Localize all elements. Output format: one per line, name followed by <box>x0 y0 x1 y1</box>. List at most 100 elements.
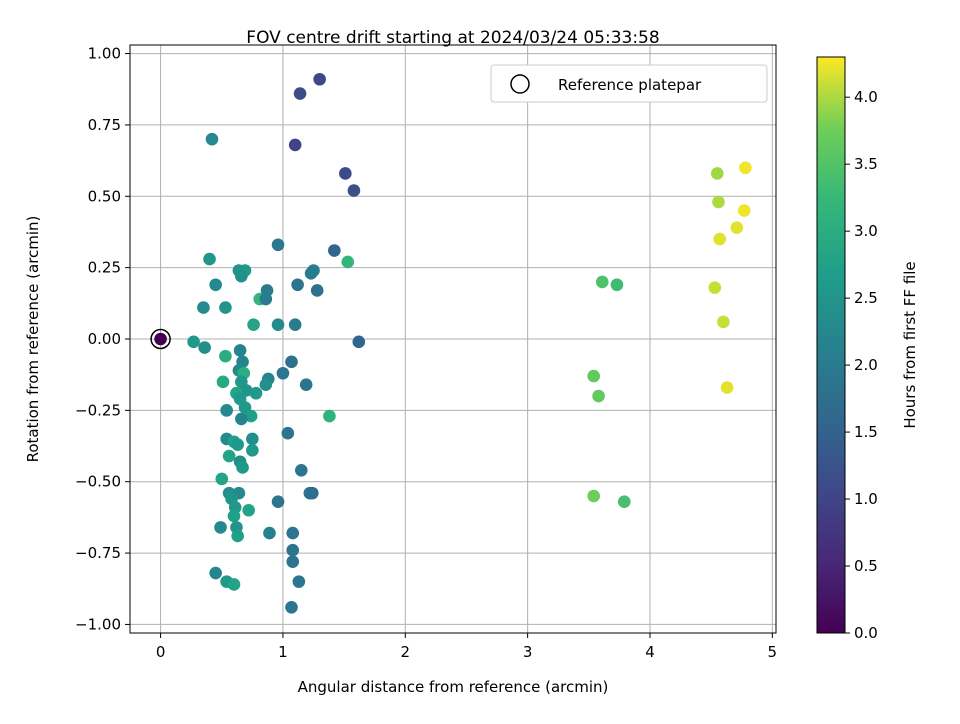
scatter-point <box>231 529 244 543</box>
scatter-point <box>341 255 355 269</box>
scatter-point <box>710 167 724 180</box>
scatter-point <box>617 495 631 508</box>
scatter-point <box>587 369 601 383</box>
colorbar-tick-label: 0.5 <box>854 557 878 575</box>
scatter-point <box>737 204 751 217</box>
reference-ring <box>150 328 171 350</box>
scatter-point <box>246 444 259 457</box>
scatter-point <box>286 526 300 540</box>
scatter-point <box>203 252 216 266</box>
scatter-point <box>310 284 324 297</box>
scatter-point <box>285 355 298 369</box>
scatter-point <box>271 238 285 252</box>
legend-marker-icon <box>510 74 530 94</box>
scatter-point <box>281 426 295 440</box>
y-tick-label: −1.00 <box>75 615 121 633</box>
grid-lines <box>130 45 776 633</box>
scatter-point <box>285 601 298 614</box>
scatter-point <box>294 464 308 477</box>
scatter-point <box>286 543 300 557</box>
scatter-point <box>739 161 752 175</box>
scatter-point <box>209 566 222 580</box>
colorbar-ticks: 0.0 0.5 1.0 1.5 2.0 2.5 3.0 3.5 4.0 <box>845 88 878 642</box>
reference-point <box>154 332 167 346</box>
scatter-point <box>235 412 248 426</box>
colorbar-tick-label: 2.0 <box>854 356 878 374</box>
scatter-point <box>339 167 352 180</box>
scatter-point <box>587 489 601 503</box>
scatter-point <box>231 438 244 451</box>
scatter-point <box>288 318 302 332</box>
y-tick-label: 1.00 <box>88 45 121 63</box>
scatter-point <box>222 449 236 463</box>
scatter-point <box>233 344 247 357</box>
scatter-point <box>209 278 222 292</box>
scatter-point <box>730 221 744 234</box>
scatter-point <box>347 184 361 197</box>
scatter-point <box>244 409 258 423</box>
scatter-point <box>291 278 304 292</box>
scatter-point <box>220 404 233 417</box>
y-axis-label: Rotation from reference (arcmin) <box>24 216 42 463</box>
x-tick-label: 5 <box>768 643 778 661</box>
scatter-point <box>249 386 263 400</box>
scatter-point <box>323 409 336 423</box>
x-tick-label: 1 <box>278 643 288 661</box>
y-tick-label: 0.75 <box>88 116 121 134</box>
scatter-point <box>713 232 727 246</box>
scatter-point <box>263 526 276 540</box>
scatter-point <box>236 461 249 474</box>
scatter-point <box>299 378 313 391</box>
colorbar-tick-label: 2.5 <box>854 289 878 307</box>
y-tick-label: 0.00 <box>88 330 121 348</box>
legend-label: Reference platepar <box>558 76 702 94</box>
colorbar-tick-label: 0.0 <box>854 624 878 642</box>
x-tick-label: 2 <box>401 643 411 661</box>
scatter-point <box>247 318 260 332</box>
scatter-point <box>198 341 211 354</box>
scatter-point <box>214 521 227 534</box>
y-tick-label: −0.25 <box>75 401 121 419</box>
y-axis-ticks: 1.00 0.75 0.50 0.25 0.00 −0.25 −0.50 −0.75 −1.00 <box>75 45 130 633</box>
scatter-point <box>227 509 241 523</box>
colorbar-tick-label: 1.5 <box>854 423 878 441</box>
scatter-point <box>246 432 259 446</box>
scatter-point <box>592 389 605 403</box>
scatter-point <box>227 578 241 591</box>
scatter-point <box>352 335 366 349</box>
x-tick-label: 0 <box>156 643 166 661</box>
scatter-point <box>276 366 290 380</box>
x-axis-label: Angular distance from reference (arcmin) <box>298 678 609 696</box>
scatter-point <box>610 278 624 292</box>
scatter-point <box>271 318 285 332</box>
legend-box <box>490 64 768 103</box>
scatter-point <box>271 495 285 508</box>
y-tick-label: 0.25 <box>88 259 121 277</box>
scatter-point <box>708 281 722 294</box>
scatter-point <box>328 244 341 257</box>
colorbar: 0.0 0.5 1.0 1.5 2.0 2.5 3.0 3.5 4.0 Hours from f… <box>816 56 919 642</box>
colorbar-tick-label: 3.5 <box>854 155 878 173</box>
scatter-point <box>286 555 300 568</box>
scatter-point <box>259 292 273 306</box>
scatter-point <box>259 378 273 391</box>
scatter-point <box>292 575 306 588</box>
scatter-point <box>288 138 302 152</box>
x-tick-label: 3 <box>523 643 533 661</box>
data-points <box>150 72 752 614</box>
scatter-point <box>219 301 232 314</box>
scatter-point <box>717 315 730 329</box>
scatter-point <box>720 381 734 394</box>
y-tick-label: 0.50 <box>88 187 121 205</box>
colorbar-tick-label: 1.0 <box>854 490 878 508</box>
scatter-point <box>197 301 210 314</box>
scatter-point <box>712 195 725 209</box>
scatter-point <box>216 375 230 389</box>
x-tick-label: 4 <box>645 643 655 661</box>
scatter-point <box>242 503 255 517</box>
scatter-point <box>187 335 200 349</box>
y-tick-label: −0.75 <box>75 544 121 562</box>
scatter-point <box>215 472 229 486</box>
colorbar-label: Hours from first FF file <box>901 261 919 428</box>
legend: Reference platepar <box>490 64 768 103</box>
